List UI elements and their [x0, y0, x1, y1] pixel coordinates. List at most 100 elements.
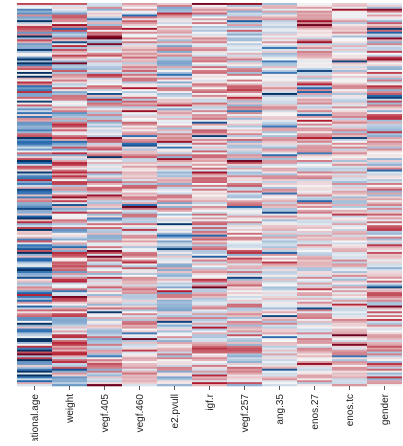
heatmap-cell	[332, 368, 367, 371]
heatmap-cell	[227, 271, 262, 274]
heatmap-cell	[262, 104, 297, 107]
heatmap-cell	[52, 349, 87, 352]
heatmap-cell	[17, 29, 52, 33]
heatmap-cell	[332, 39, 367, 42]
heatmap-cell	[52, 160, 87, 163]
heatmap-cell	[192, 288, 227, 291]
heatmap-cell	[157, 156, 192, 159]
heatmap-cell	[122, 265, 157, 268]
heatmap-cell	[157, 296, 192, 299]
heatmap-cell	[52, 274, 87, 278]
heatmap-cell	[122, 48, 157, 52]
heatmap-cell	[17, 338, 52, 341]
heatmap-cell	[122, 171, 157, 174]
heatmap-cell	[367, 282, 402, 285]
heatmap-cell	[122, 83, 157, 86]
heatmap-cell	[262, 68, 297, 71]
heatmap-cell	[227, 330, 262, 333]
heatmap-cell	[332, 175, 367, 178]
heatmap-cell	[17, 54, 52, 57]
heatmap-cell	[332, 33, 367, 36]
heatmap-cell	[332, 205, 367, 209]
heatmap-cell	[192, 56, 227, 59]
heatmap-cell	[227, 215, 262, 218]
heatmap-cell	[332, 64, 367, 67]
heatmap-cell	[367, 238, 402, 241]
heatmap-cell	[227, 91, 262, 94]
heatmap-cell	[262, 219, 297, 222]
heatmap-cell	[157, 137, 192, 140]
heatmap-cell	[192, 280, 227, 283]
heatmap-cell	[367, 292, 402, 295]
heatmap-cell	[87, 353, 122, 356]
heatmap-cell	[262, 133, 297, 136]
heatmap-cell	[332, 211, 367, 214]
heatmap-cell	[87, 225, 122, 228]
heatmap-cell	[297, 117, 332, 121]
heatmap-cell	[262, 66, 297, 69]
heatmap-cell	[122, 376, 157, 379]
heatmap-cell	[87, 332, 122, 335]
heatmap-cell	[262, 110, 297, 113]
heatmap-cell	[157, 353, 192, 356]
heatmap-cell	[17, 259, 52, 262]
heatmap-cell	[332, 240, 367, 243]
heatmap-cell	[332, 3, 367, 6]
heatmap-cell	[227, 39, 262, 42]
heatmap-cell	[227, 205, 262, 209]
heatmap-cell	[262, 119, 297, 123]
heatmap-cell	[157, 330, 192, 333]
heatmap-cell	[297, 269, 332, 272]
heatmap-cell	[367, 39, 402, 42]
heatmap-cell	[192, 89, 227, 92]
heatmap-cell	[17, 263, 52, 266]
heatmap-cell	[192, 338, 227, 341]
heatmap-cell	[52, 50, 87, 54]
heatmap-cell	[262, 85, 297, 88]
heatmap-cell	[367, 45, 402, 48]
heatmap-cell	[367, 6, 402, 10]
heatmap-cell	[332, 50, 367, 54]
heatmap-cell	[192, 6, 227, 10]
heatmap-cell	[367, 22, 402, 25]
heatmap-cell	[157, 290, 192, 293]
heatmap-cell	[227, 248, 262, 251]
heatmap-cell	[17, 261, 52, 264]
heatmap-cell	[157, 204, 192, 207]
heatmap-cell	[122, 244, 157, 247]
heatmap-cell	[122, 16, 157, 19]
heatmap-cell	[87, 29, 122, 33]
heatmap-cell	[52, 251, 87, 255]
heatmap-cell	[17, 232, 52, 236]
heatmap-cell	[192, 106, 227, 109]
heatmap-cell	[52, 340, 87, 343]
heatmap-cell	[157, 265, 192, 268]
heatmap-cell	[157, 14, 192, 17]
heatmap-cell	[17, 332, 52, 335]
heatmap-cell	[122, 309, 157, 312]
heatmap-cell	[52, 8, 87, 11]
heatmap-cell	[297, 161, 332, 165]
heatmap-cell	[297, 104, 332, 107]
heatmap-cell	[157, 366, 192, 370]
heatmap-cell	[297, 261, 332, 264]
heatmap-cell	[332, 196, 367, 199]
heatmap-cell	[262, 125, 297, 128]
heatmap-cell	[122, 196, 157, 199]
heatmap-cell	[157, 45, 192, 48]
heatmap-cell	[262, 355, 297, 358]
heatmap-cell	[227, 311, 262, 314]
heatmap-cell	[157, 372, 192, 375]
heatmap-cell	[262, 217, 297, 220]
heatmap-cell	[262, 177, 297, 180]
heatmap-cell	[297, 246, 332, 249]
heatmap-cell	[87, 135, 122, 138]
heatmap-cell	[227, 261, 262, 264]
heatmap-cell	[157, 135, 192, 138]
heatmap-cell	[87, 380, 122, 383]
heatmap-cell	[262, 161, 297, 165]
heatmap-cell	[52, 171, 87, 174]
heatmap-cell	[157, 355, 192, 358]
heatmap-cell	[87, 66, 122, 69]
heatmap-cell	[87, 271, 122, 274]
